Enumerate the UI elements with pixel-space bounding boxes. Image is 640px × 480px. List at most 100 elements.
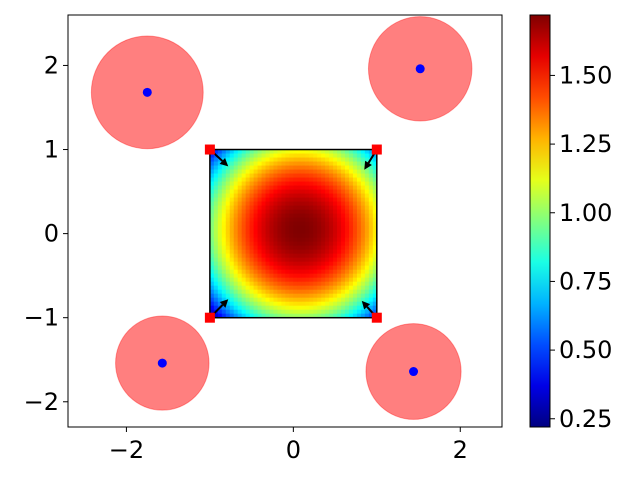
heatmap-cell xyxy=(333,313,338,319)
heatmap-cell xyxy=(265,201,271,207)
heatmap-cell xyxy=(313,257,318,263)
heatmap-cell xyxy=(321,233,326,239)
heatmap-cell xyxy=(237,213,243,219)
heatmap-cell xyxy=(293,249,298,255)
heatmap-cell xyxy=(337,269,342,275)
heatmap-cell xyxy=(273,189,279,195)
heatmap-cell xyxy=(221,281,227,287)
heatmap-cell xyxy=(372,161,378,167)
heatmap-cell xyxy=(329,281,334,287)
heatmap-cell xyxy=(261,197,267,203)
heatmap-cell xyxy=(281,185,286,191)
heatmap-cell xyxy=(269,217,275,223)
heatmap-cell xyxy=(269,221,275,227)
heatmap-cell xyxy=(249,305,255,311)
heatmap-cell xyxy=(281,181,286,187)
heatmap-cell xyxy=(269,193,275,199)
heatmap-cell xyxy=(364,177,370,183)
heatmap-cell xyxy=(341,149,346,155)
heatmap-cell xyxy=(348,149,354,155)
heatmap-cell xyxy=(225,301,231,307)
heatmap-cell xyxy=(337,165,342,171)
heatmap-cell xyxy=(229,281,235,287)
heatmap-cell xyxy=(213,285,219,291)
heatmap-cell xyxy=(345,205,350,211)
heatmap-cell xyxy=(257,269,263,275)
heatmap-cell xyxy=(360,309,366,315)
heatmap-cell xyxy=(285,241,290,247)
heatmap-cell xyxy=(217,293,223,299)
heatmap-cell xyxy=(217,313,223,319)
heatmap-cell xyxy=(309,165,314,171)
heatmap-cell xyxy=(341,241,346,247)
heatmap-cell xyxy=(360,153,366,159)
heatmap-cell xyxy=(372,281,378,287)
heatmap-cell xyxy=(217,257,223,263)
heatmap-cell xyxy=(313,301,318,307)
heatmap-cell xyxy=(229,277,235,283)
heatmap-cell xyxy=(245,153,251,159)
heatmap-cell xyxy=(309,181,314,187)
heatmap-cell xyxy=(269,229,275,235)
heatmap-cell xyxy=(229,245,235,251)
heatmap-cell xyxy=(305,229,310,235)
heatmap-cell xyxy=(352,181,358,187)
heatmap-cell xyxy=(309,217,314,223)
heatmap-cell xyxy=(364,289,370,295)
heatmap-cell xyxy=(325,205,330,211)
heatmap-cell xyxy=(313,217,318,223)
heatmap-cell xyxy=(337,225,342,231)
heatmap-cell xyxy=(245,249,251,255)
heatmap-cell xyxy=(261,289,267,295)
heatmap-cell xyxy=(277,277,283,283)
heatmap-cell xyxy=(281,177,286,183)
heatmap-cell xyxy=(368,173,374,179)
heatmap-cell xyxy=(269,209,275,215)
heatmap-cell xyxy=(221,181,227,187)
heatmap-cell xyxy=(213,205,219,211)
heatmap-cell xyxy=(229,221,235,227)
heatmap-cell xyxy=(225,193,231,199)
heatmap-cell xyxy=(364,193,370,199)
heatmap-cell xyxy=(313,265,318,271)
heatmap-cell xyxy=(289,229,294,235)
heatmap-cell xyxy=(221,277,227,283)
heatmap-cell xyxy=(305,289,310,295)
heatmap-cell xyxy=(289,273,294,279)
heatmap-cell xyxy=(221,205,227,211)
heatmap-cell xyxy=(273,261,279,267)
heatmap-cell xyxy=(348,297,354,303)
heatmap-cell xyxy=(225,309,231,315)
heatmap-cell xyxy=(321,309,326,315)
heatmap-cell xyxy=(309,189,314,195)
heatmap-cell xyxy=(337,229,342,235)
heatmap-cell xyxy=(352,225,358,231)
heatmap-cell xyxy=(285,265,290,271)
heatmap-cell xyxy=(277,289,283,295)
heatmap-cell xyxy=(261,277,267,283)
heatmap-cell xyxy=(253,233,259,239)
heatmap-cell xyxy=(233,173,239,179)
heatmap-cell xyxy=(360,273,366,279)
heatmap-cell xyxy=(372,305,378,311)
colorbar-tick-label: 1.50 xyxy=(559,61,612,89)
heatmap-cell xyxy=(241,237,247,243)
heatmap-cell xyxy=(345,257,350,263)
heatmap-cell xyxy=(364,153,370,159)
heatmap-cell xyxy=(241,253,247,259)
heatmap-cell xyxy=(281,153,286,159)
heatmap-cell xyxy=(257,257,263,263)
heatmap-cell xyxy=(253,201,259,207)
heatmap-cell xyxy=(356,301,362,307)
heatmap-cell xyxy=(317,269,322,275)
heatmap-cell xyxy=(241,201,247,207)
heatmap-cell xyxy=(217,213,223,219)
heatmap-cell xyxy=(325,249,330,255)
heatmap-cell xyxy=(241,293,247,299)
heatmap-cell xyxy=(277,229,283,235)
heatmap-cell xyxy=(297,157,302,163)
heatmap-cell xyxy=(245,225,251,231)
heatmap-cell xyxy=(348,253,354,259)
heatmap-cell xyxy=(221,293,227,299)
